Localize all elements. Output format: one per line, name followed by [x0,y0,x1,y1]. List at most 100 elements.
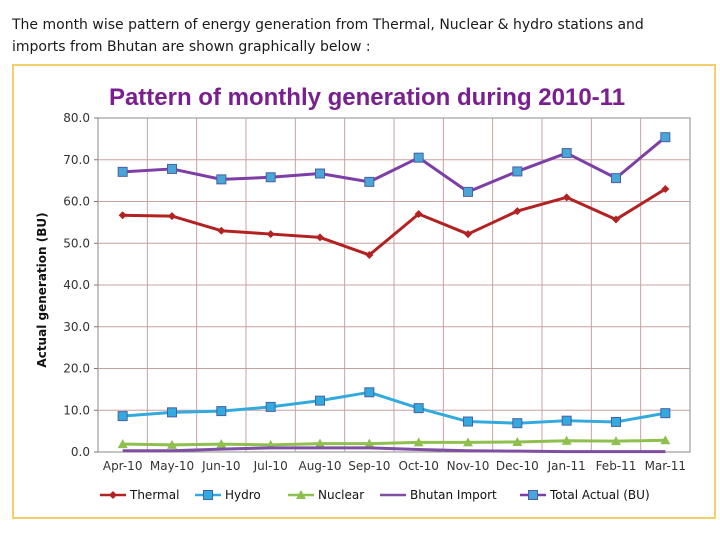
data-point [117,439,128,449]
y-tick-label: 70.0 [63,153,90,167]
x-tick-label: Feb-11 [596,459,637,473]
data-point [216,439,227,449]
y-tick-label: 50.0 [63,236,90,250]
data-point [561,435,572,445]
x-tick-label: Oct-10 [398,459,438,473]
x-axis-ticks: Apr-10 May-10 Jun-10 Jul-10 Aug-10 Sep-10 Oct-… [103,459,686,473]
data-point [513,207,522,216]
data-point [203,490,213,500]
data-point [464,230,472,239]
data-point [463,416,473,427]
data-point [167,407,177,418]
data-point [117,411,128,422]
data-point [413,403,424,414]
legend-item: Thermal [100,488,179,502]
data-point [612,215,620,224]
data-point [660,435,671,445]
legend-label: Bhutan Import [410,488,497,502]
intro-text: The month wise pattern of energy generat… [12,14,718,58]
data-point [315,438,325,448]
data-point [463,437,473,447]
data-point [561,148,572,159]
series-nuclear [117,435,671,449]
data-point [611,173,621,184]
x-tick-label: Jan-11 [547,459,586,473]
data-point [265,401,276,412]
data-point [660,408,671,419]
x-tick-label: Apr-10 [103,459,143,473]
legend-label: Total Actual (BU) [549,488,650,502]
data-point [118,211,127,220]
data-point [611,416,621,427]
series-line [122,446,666,454]
series-hydro [117,387,671,429]
series-line [122,438,666,447]
data-point [512,418,523,429]
y-tick-label: 80.0 [63,111,90,125]
legend-label: Hydro [225,488,261,502]
data-point [528,490,538,500]
data-point [463,186,473,197]
data-point [109,491,117,499]
data-point [316,233,324,242]
legend-label: Thermal [129,488,179,502]
y-tick-label: 60.0 [63,195,90,209]
data-point [562,193,571,202]
data-point [167,439,177,449]
data-point [364,176,375,187]
data-point [167,163,177,174]
data-point [216,406,227,417]
data-point [512,436,523,446]
series-total-actual-bu [117,132,671,197]
data-point [364,438,375,448]
data-point [661,184,670,193]
series-bhutan-import [122,446,666,454]
x-tick-label: Jul-10 [253,459,288,473]
chart-title: Pattern of monthly generation during 201… [109,84,625,111]
x-tick-label: May-10 [150,459,194,473]
data-point [512,166,523,177]
data-point [265,172,276,183]
series-layer [117,132,671,454]
data-point [296,490,306,499]
legend-item: Hydro [195,488,261,502]
legend-label: Nuclear [318,488,364,502]
data-point [611,436,621,446]
x-tick-label: Jun-10 [201,459,240,473]
x-tick-label: Sep-10 [348,459,390,473]
y-tick-label: 30.0 [63,320,90,334]
data-point [217,226,226,235]
data-point [660,132,671,143]
x-tick-label: Mar-11 [645,459,686,473]
data-point [414,210,423,219]
data-point [561,415,572,426]
series-line [122,187,667,257]
series-line [122,136,667,194]
y-axis-title: Actual generation (BU) [35,212,49,367]
data-point [413,437,424,447]
y-tick-label: 40.0 [63,278,90,292]
data-point [168,212,176,221]
series-thermal [118,184,670,259]
legend-item: Total Actual (BU) [520,488,650,502]
legend: Thermal Hydro Nuclear Bhutan Import Total Ac… [100,488,650,502]
y-axis-ticks: 0.0 10.0 20.0 30.0 40.0 50.0 60.0 70.0 80.0 [63,111,98,459]
y-tick-label: 10.0 [63,403,90,417]
series-line [122,390,666,425]
data-point [117,166,128,177]
data-point [413,152,424,163]
data-point [365,250,374,259]
legend-item: Bhutan Import [380,488,497,502]
data-point [266,230,275,239]
intro-line-1: The month wise pattern of energy generat… [12,17,644,33]
x-tick-label: Nov-10 [447,459,490,473]
data-point [315,395,325,406]
y-tick-label: 0.0 [71,445,90,459]
legend-item: Nuclear [288,488,364,502]
intro-line-2: imports from Bhutan are shown graphicall… [12,39,371,55]
data-point [364,387,375,398]
data-point [216,174,227,185]
x-tick-label: Dec-10 [496,459,539,473]
x-tick-label: Aug-10 [298,459,341,473]
